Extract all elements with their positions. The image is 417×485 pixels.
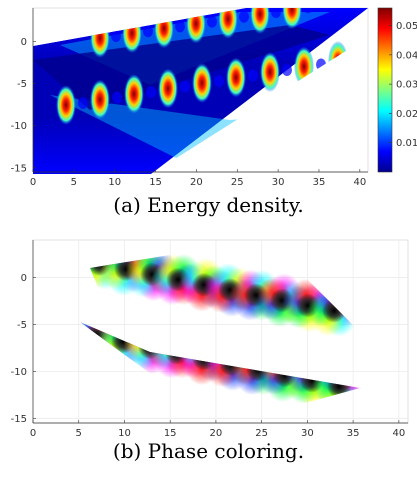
- y-tick-label: -15: [11, 163, 27, 174]
- x-tick-label: 25: [255, 428, 268, 439]
- colorbar-tick-label: 0.04: [396, 50, 417, 61]
- colorbar-ticks: 0.01 0.02 0.03 0.04 0.05: [389, 21, 417, 149]
- energy-trough: [180, 80, 190, 93]
- x-tick-label: 15: [149, 177, 162, 188]
- y-tick-label: 0: [21, 37, 27, 48]
- y-tick-label: 0: [21, 273, 27, 284]
- energy-trough: [175, 20, 185, 33]
- x-tick-label: 5: [71, 177, 77, 188]
- x-tick-label: 30: [301, 428, 314, 439]
- x-tick-label: 35: [313, 177, 326, 188]
- energy-trough: [303, 8, 313, 14]
- energy-trough: [207, 15, 217, 28]
- energy-trough: [143, 25, 153, 38]
- x-tick-label: 10: [108, 177, 121, 188]
- energy-peak: [226, 57, 246, 98]
- x-tick-label: 15: [164, 428, 177, 439]
- energy-peak: [218, 8, 238, 39]
- energy-trough: [111, 30, 121, 42]
- y-tick-label: -15: [11, 414, 27, 425]
- y-tick-label: -5: [17, 79, 27, 90]
- energy-peak: [282, 8, 302, 30]
- caption-b: (b) Phase coloring.: [112, 439, 305, 463]
- colorbar-tick-label: 0.05: [396, 21, 417, 32]
- y-tick-label: -10: [11, 121, 27, 132]
- axes-b: 0 5 10 15 20 25 30 35 40 0 -5 -10 -15: [11, 240, 408, 439]
- x-tick-label: 20: [210, 428, 223, 439]
- energy-peak: [260, 52, 280, 92]
- x-tick-label: 20: [190, 177, 203, 188]
- energy-trough: [271, 8, 281, 18]
- energy-trough: [282, 64, 292, 76]
- colorbar-tick-label: 0.01: [396, 138, 417, 149]
- colorbar-tick-label: 0.02: [396, 109, 417, 120]
- caption-a: (a) Energy density.: [113, 193, 304, 217]
- x-tick-label: 5: [76, 428, 82, 439]
- phase-coloring-panel: 0 5 10 15 20 25 30 35 40 0 -5 -10 -15: [11, 239, 409, 439]
- x-tick-label: 35: [347, 428, 360, 439]
- x-tick-label: 40: [353, 177, 366, 188]
- energy-peak: [158, 68, 178, 109]
- x-tick-label: 0: [30, 177, 36, 188]
- x-tick-label: 10: [118, 428, 131, 439]
- x-tick-label: 0: [30, 428, 36, 439]
- axes-a: 0 5 10 15 20 25 30 35 40 0 -5 -10 -15: [11, 8, 368, 188]
- energy-trough: [78, 97, 88, 109]
- energy-peak: [192, 63, 212, 103]
- x-tick-label: 30: [272, 177, 285, 188]
- energy-trough: [146, 86, 156, 98]
- energy-trough: [239, 10, 249, 23]
- energy-trough: [214, 75, 224, 87]
- energy-peak: [56, 85, 76, 125]
- energy-peak: [250, 8, 270, 34]
- y-tick-label: -10: [11, 367, 27, 378]
- energy-trough: [112, 91, 122, 104]
- x-tick-label: 40: [392, 428, 405, 439]
- energy-density-panel: 0 5 10 15 20 25 30 35 400-5-10-15 0.010.020.030.…: [11, 7, 417, 188]
- colorbar: [377, 7, 393, 173]
- y-tick-label: -5: [17, 320, 27, 331]
- energy-trough: [248, 69, 258, 82]
- energy-peak: [90, 79, 110, 120]
- colorbar-tick-label: 0.03: [396, 80, 417, 91]
- energy-peak: [124, 74, 144, 114]
- x-tick-label: 25: [231, 177, 244, 188]
